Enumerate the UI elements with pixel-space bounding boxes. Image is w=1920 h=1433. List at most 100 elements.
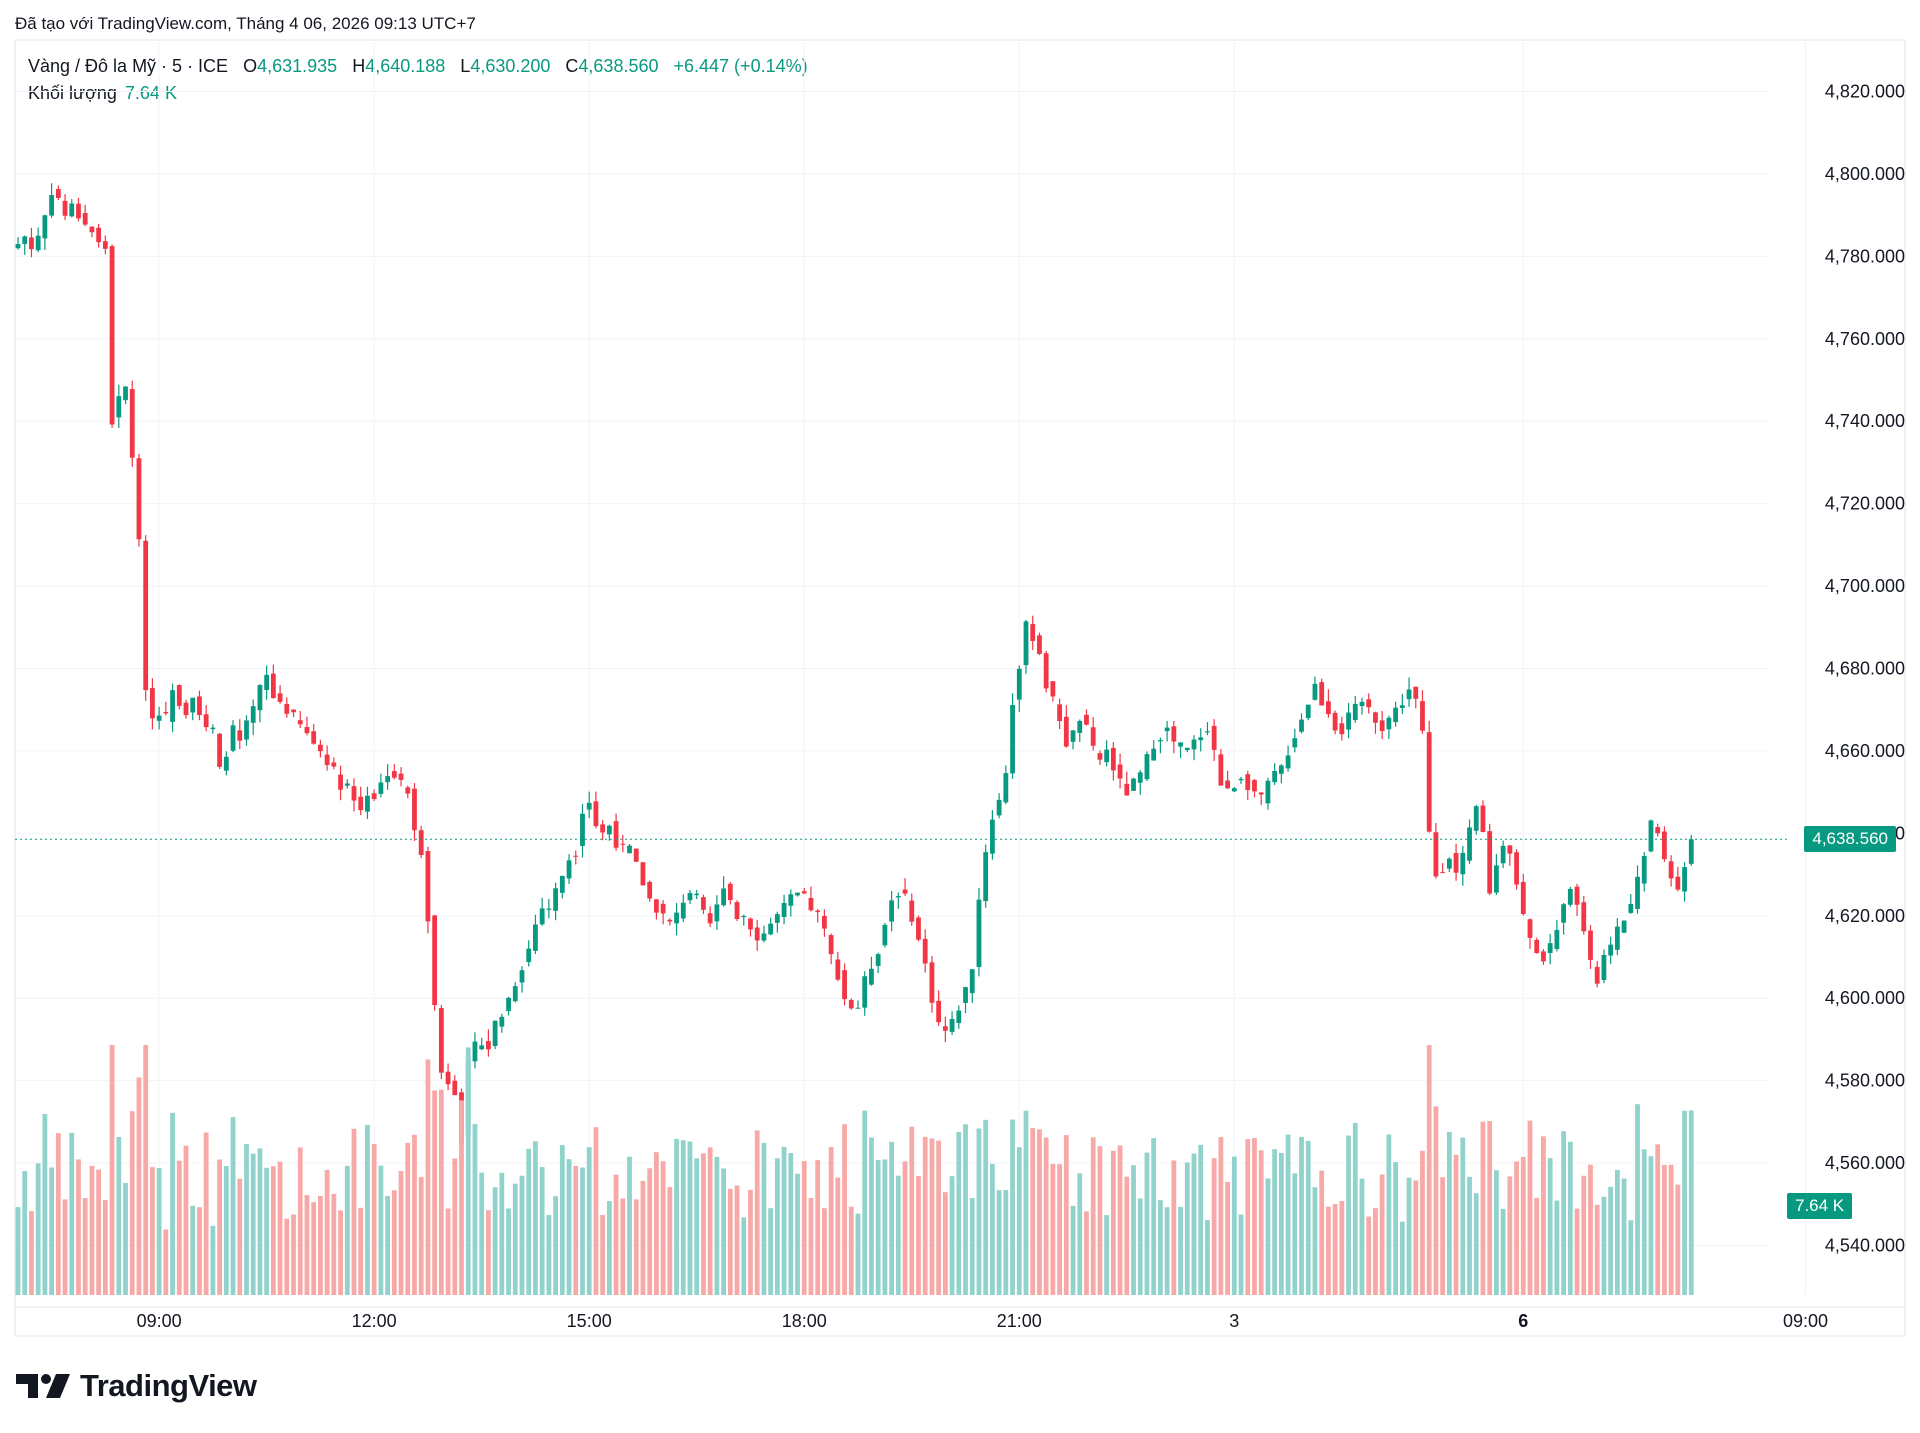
volume-bar — [1124, 1176, 1130, 1295]
candle-body — [371, 793, 377, 800]
volume-bar — [647, 1168, 653, 1295]
candle-body — [996, 799, 1002, 816]
candle-body — [479, 1045, 485, 1050]
candle-body — [1655, 827, 1661, 834]
volume-bar — [49, 1167, 54, 1295]
candle-body — [1238, 778, 1244, 781]
volume-bar — [418, 1176, 424, 1295]
candle-body — [1084, 714, 1089, 725]
candle-body — [277, 693, 283, 702]
volume-bar — [1184, 1162, 1190, 1295]
candle-body — [1312, 683, 1318, 700]
volume-bar — [781, 1146, 787, 1295]
candle-body — [822, 916, 827, 929]
y-tick-label: 4,740.000 — [1825, 411, 1905, 431]
candle-body — [1446, 858, 1452, 869]
candle-body — [909, 900, 915, 922]
candle-body — [29, 237, 34, 250]
candle-body — [936, 1000, 942, 1023]
candle-body — [1635, 876, 1640, 909]
candle-body — [862, 976, 868, 1008]
volume-bar — [1305, 1140, 1311, 1295]
volume-bar — [848, 1206, 854, 1295]
candle-body — [1527, 919, 1533, 938]
volume-bar — [949, 1176, 955, 1295]
candle-body — [35, 235, 41, 251]
candle-body — [102, 241, 108, 249]
volume-bar — [438, 1089, 444, 1295]
y-tick-label: 4,700.000 — [1825, 576, 1905, 596]
volume-bar — [22, 1171, 28, 1295]
volume-bar — [445, 1208, 451, 1295]
tradingview-logo[interactable]: TradingView — [16, 1368, 257, 1404]
volume-bar — [1037, 1129, 1042, 1295]
candle-body — [848, 999, 854, 1009]
x-tick-label: 15:00 — [567, 1311, 612, 1331]
x-tick-label: 09:00 — [137, 1311, 182, 1331]
candle-body — [244, 720, 249, 740]
candle-body — [969, 969, 975, 994]
candle-body — [774, 914, 780, 923]
volume-tag: 7.64 K — [1787, 1193, 1853, 1219]
volume-label[interactable]: Khối lượng — [28, 83, 117, 103]
volume-bar — [1668, 1164, 1674, 1295]
candle-body — [519, 970, 525, 983]
volume-bar — [1608, 1186, 1614, 1295]
volume-bar — [76, 1159, 81, 1295]
symbol-label[interactable]: Vàng / Đô la Mỹ · 5 · ICE — [28, 56, 229, 76]
candle-body — [990, 819, 995, 854]
candle-body — [1144, 754, 1150, 780]
volume-bar — [822, 1208, 827, 1295]
candle-body — [324, 754, 330, 766]
candle-body — [1104, 749, 1110, 763]
candle-body — [606, 825, 612, 835]
volume-bar — [580, 1167, 585, 1295]
volume-bar — [1386, 1134, 1392, 1295]
volume-bar — [1077, 1173, 1083, 1295]
y-tick-label: 4,580.000 — [1825, 1071, 1905, 1091]
candle-body — [1621, 920, 1627, 933]
volume-bar — [788, 1153, 794, 1295]
volume-bar — [1621, 1178, 1627, 1295]
candle-body — [808, 897, 814, 911]
candle-body — [237, 730, 243, 741]
volume-bar — [674, 1138, 679, 1295]
volume-bar — [1641, 1149, 1647, 1295]
candle-body — [1326, 701, 1331, 715]
candle-body — [1151, 748, 1157, 761]
candle-body — [163, 711, 169, 714]
close-label: C — [565, 56, 579, 76]
volume-bar — [990, 1163, 995, 1295]
candle-body — [109, 246, 115, 425]
candle-body — [1608, 944, 1614, 956]
volume-bar — [217, 1159, 222, 1295]
volume-bar — [1473, 1193, 1479, 1295]
volume-bar — [1312, 1187, 1318, 1295]
candle-body — [203, 714, 209, 728]
candle-body — [788, 894, 794, 906]
volume-bar — [1205, 1220, 1210, 1295]
candle-body — [1588, 930, 1593, 960]
candle-body — [69, 203, 75, 217]
candle-body — [1164, 727, 1170, 732]
volume-bar — [183, 1145, 189, 1295]
candle-body — [1050, 681, 1056, 697]
candle-body — [835, 959, 841, 980]
candle-body — [1211, 725, 1217, 750]
volume-bar — [1413, 1180, 1419, 1295]
volume-bar — [123, 1182, 128, 1295]
candle-body — [539, 908, 545, 925]
candle-body — [76, 203, 81, 219]
candle-body — [680, 902, 686, 919]
volume-bar — [324, 1169, 330, 1295]
volume-bar — [1494, 1170, 1499, 1295]
candle-body — [264, 674, 270, 691]
candle-body — [1386, 717, 1392, 730]
candle-body — [1614, 926, 1620, 950]
candle-body — [123, 386, 128, 401]
volume-bar — [1359, 1178, 1365, 1295]
volume-bar — [1104, 1215, 1110, 1295]
volume-bar — [734, 1185, 740, 1295]
candle-body — [983, 852, 989, 902]
